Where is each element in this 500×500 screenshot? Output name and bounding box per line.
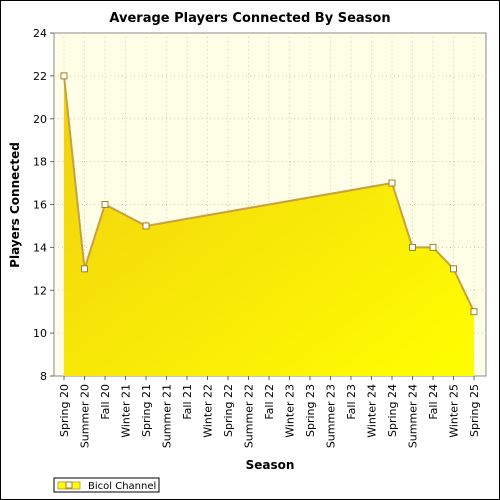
x-tick-label: Fall 24	[427, 384, 440, 420]
x-tick-label: Spring 20	[58, 384, 71, 437]
data-point	[429, 243, 437, 251]
series-area	[64, 75, 474, 376]
data-point	[60, 72, 68, 80]
data-point	[142, 222, 150, 230]
y-tick-label: 22	[33, 70, 47, 83]
x-tick-label: Summer 21	[161, 384, 174, 448]
y-tick-label: 16	[33, 199, 47, 212]
x-tick-label: Winter 21	[120, 384, 133, 438]
y-tick-label: 24	[33, 27, 47, 40]
data-point	[81, 265, 88, 273]
y-tick-label: 8	[40, 370, 47, 383]
y-tick-label: 20	[33, 113, 47, 126]
x-tick-label: Winter 25	[448, 384, 461, 438]
x-tick-label: Fall 21	[181, 384, 194, 420]
x-tick-label: Summer 20	[79, 384, 92, 448]
x-tick-label: Fall 20	[99, 384, 112, 420]
x-axis-title: Season	[246, 458, 295, 472]
x-tick-label: Winter 23	[284, 384, 297, 438]
data-point	[409, 243, 416, 251]
data-markers	[60, 72, 478, 316]
x-tick-label: Spring 22	[222, 384, 235, 437]
x-tick-label: Spring 24	[386, 384, 399, 437]
data-point	[450, 265, 457, 273]
x-tick-label: Spring 23	[304, 384, 317, 437]
y-axis: 8 10 12 14 16 18 20 22 24	[33, 27, 54, 383]
legend: Bicol Channel	[53, 477, 160, 493]
data-point	[388, 179, 396, 187]
data-point	[101, 201, 109, 208]
data-point	[470, 308, 478, 316]
legend-label: Bicol Channel	[88, 481, 156, 492]
x-tick-label: Fall 22	[263, 384, 276, 420]
y-axis-title: Players Connected	[8, 142, 22, 268]
x-tick-label: Spring 25	[468, 384, 481, 437]
x-tick-label: Winter 22	[202, 384, 215, 438]
y-tick-label: 14	[33, 241, 47, 254]
x-tick-label: Spring 21	[140, 384, 153, 437]
x-tick-label: Summer 22	[243, 384, 256, 448]
x-tick-label: Fall 23	[345, 384, 358, 420]
y-tick-label: 12	[33, 284, 47, 297]
y-tick-label: 18	[33, 156, 47, 169]
x-tick-label: Summer 24	[407, 384, 420, 448]
y-tick-label: 10	[33, 327, 47, 340]
legend-marker	[65, 481, 73, 489]
chart-title: Average Players Connected By Season	[109, 11, 390, 26]
x-axis: Spring 20 Summer 20 Fall 20 Winter 21 Spring…	[58, 376, 481, 448]
x-tick-label: Summer 23	[325, 384, 338, 448]
x-tick-label: Winter 24	[366, 384, 379, 438]
